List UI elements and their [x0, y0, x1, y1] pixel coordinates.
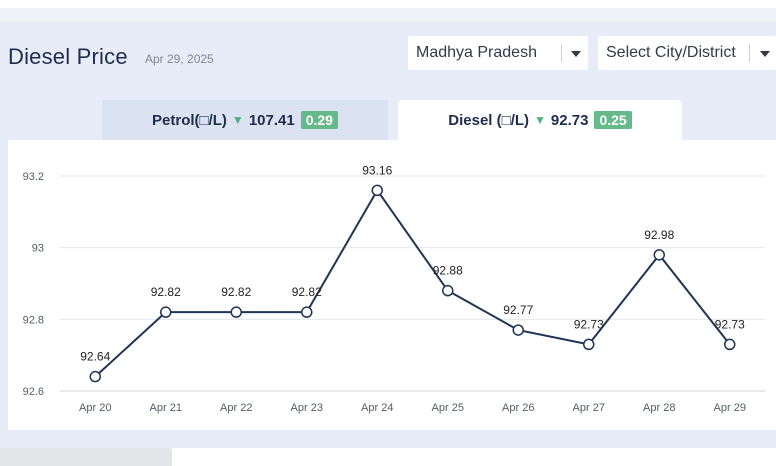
tab-petrol-price: 107.41: [248, 111, 295, 129]
tab-petrol-label: Petrol(□/L): [152, 111, 227, 129]
caret-down-icon[interactable]: [571, 51, 581, 57]
x-tick-label: Apr 24: [361, 402, 393, 414]
caret-down-icon[interactable]: [760, 51, 770, 57]
data-label: 92.64: [80, 350, 110, 364]
series-line: [94, 188, 731, 378]
state-dropdown[interactable]: Madhya Pradesh: [408, 36, 588, 70]
x-tick-label: Apr 28: [643, 402, 675, 414]
tab-diesel[interactable]: Diesel (□/L) ▼ 92.73 0.25: [398, 100, 682, 140]
triangle-down-icon: ▼: [534, 113, 546, 127]
data-label: 92.82: [221, 285, 251, 299]
top-strip: [0, 0, 776, 8]
data-point: [442, 284, 454, 297]
x-tick-label: Apr 25: [432, 402, 464, 414]
price-line-chart: 92.6 92.8 93 93.2 Apr 20 Apr 21 Apr 22 Apr 23 Ap…: [23, 163, 765, 414]
y-tick-label: 93: [32, 243, 44, 255]
triangle-down-icon: ▼: [231, 113, 244, 127]
x-tick-label: Apr 29: [714, 402, 746, 414]
city-dropdown-placeholder: Select City/District: [606, 44, 736, 61]
data-label: 92.82: [292, 285, 322, 299]
bottom-scroll-tab: [0, 448, 172, 466]
data-point: [89, 370, 101, 383]
data-label: 92.73: [574, 317, 604, 331]
x-tick-label: Apr 27: [573, 402, 605, 414]
data-label: 92.88: [433, 264, 463, 278]
data-point: [724, 338, 736, 351]
data-label: 92.77: [503, 303, 533, 317]
dropdown-separator: [749, 44, 750, 62]
data-point: [160, 306, 172, 318]
tab-petrol-change-badge: 0.29: [300, 111, 338, 129]
bottom-strip: [172, 448, 776, 466]
x-tick-label: Apr 26: [502, 402, 534, 414]
x-tick-label: Apr 23: [291, 402, 323, 414]
y-tick-label: 92.6: [23, 386, 44, 398]
y-tick-label: 92.8: [23, 314, 44, 326]
data-label: 92.98: [644, 228, 674, 242]
x-tick-label: Apr 21: [150, 402, 182, 414]
data-point: [230, 306, 242, 318]
tab-diesel-label: Diesel (□/L): [448, 111, 530, 129]
data-point: [583, 338, 595, 351]
data-label: 93.16: [362, 163, 392, 177]
data-point: [371, 184, 383, 197]
data-point: [512, 324, 524, 336]
price-chart-card: 92.6 92.8 93 93.2 Apr 20 Apr 21 Apr 22 Apr 23 Ap…: [8, 140, 776, 430]
x-tick-label: Apr 20: [79, 402, 111, 414]
data-point: [653, 249, 665, 261]
y-tick-label: 93.2: [23, 171, 44, 183]
tab-diesel-price: 92.73: [550, 111, 589, 129]
data-point: [301, 306, 313, 318]
dropdown-separator: [561, 44, 562, 62]
tab-petrol[interactable]: Petrol(□/L) ▼ 107.41 0.29: [102, 100, 388, 140]
tab-diesel-change-badge: 0.25: [594, 111, 632, 129]
city-dropdown[interactable]: Select City/District: [598, 36, 776, 70]
state-dropdown-value: Madhya Pradesh: [416, 44, 537, 61]
x-tick-label: Apr 22: [220, 402, 252, 414]
data-label: 92.82: [151, 285, 181, 299]
data-label: 92.73: [715, 317, 745, 331]
page-title: Diesel Price: [8, 44, 128, 69]
price-date: Apr 29, 2025: [145, 52, 214, 66]
